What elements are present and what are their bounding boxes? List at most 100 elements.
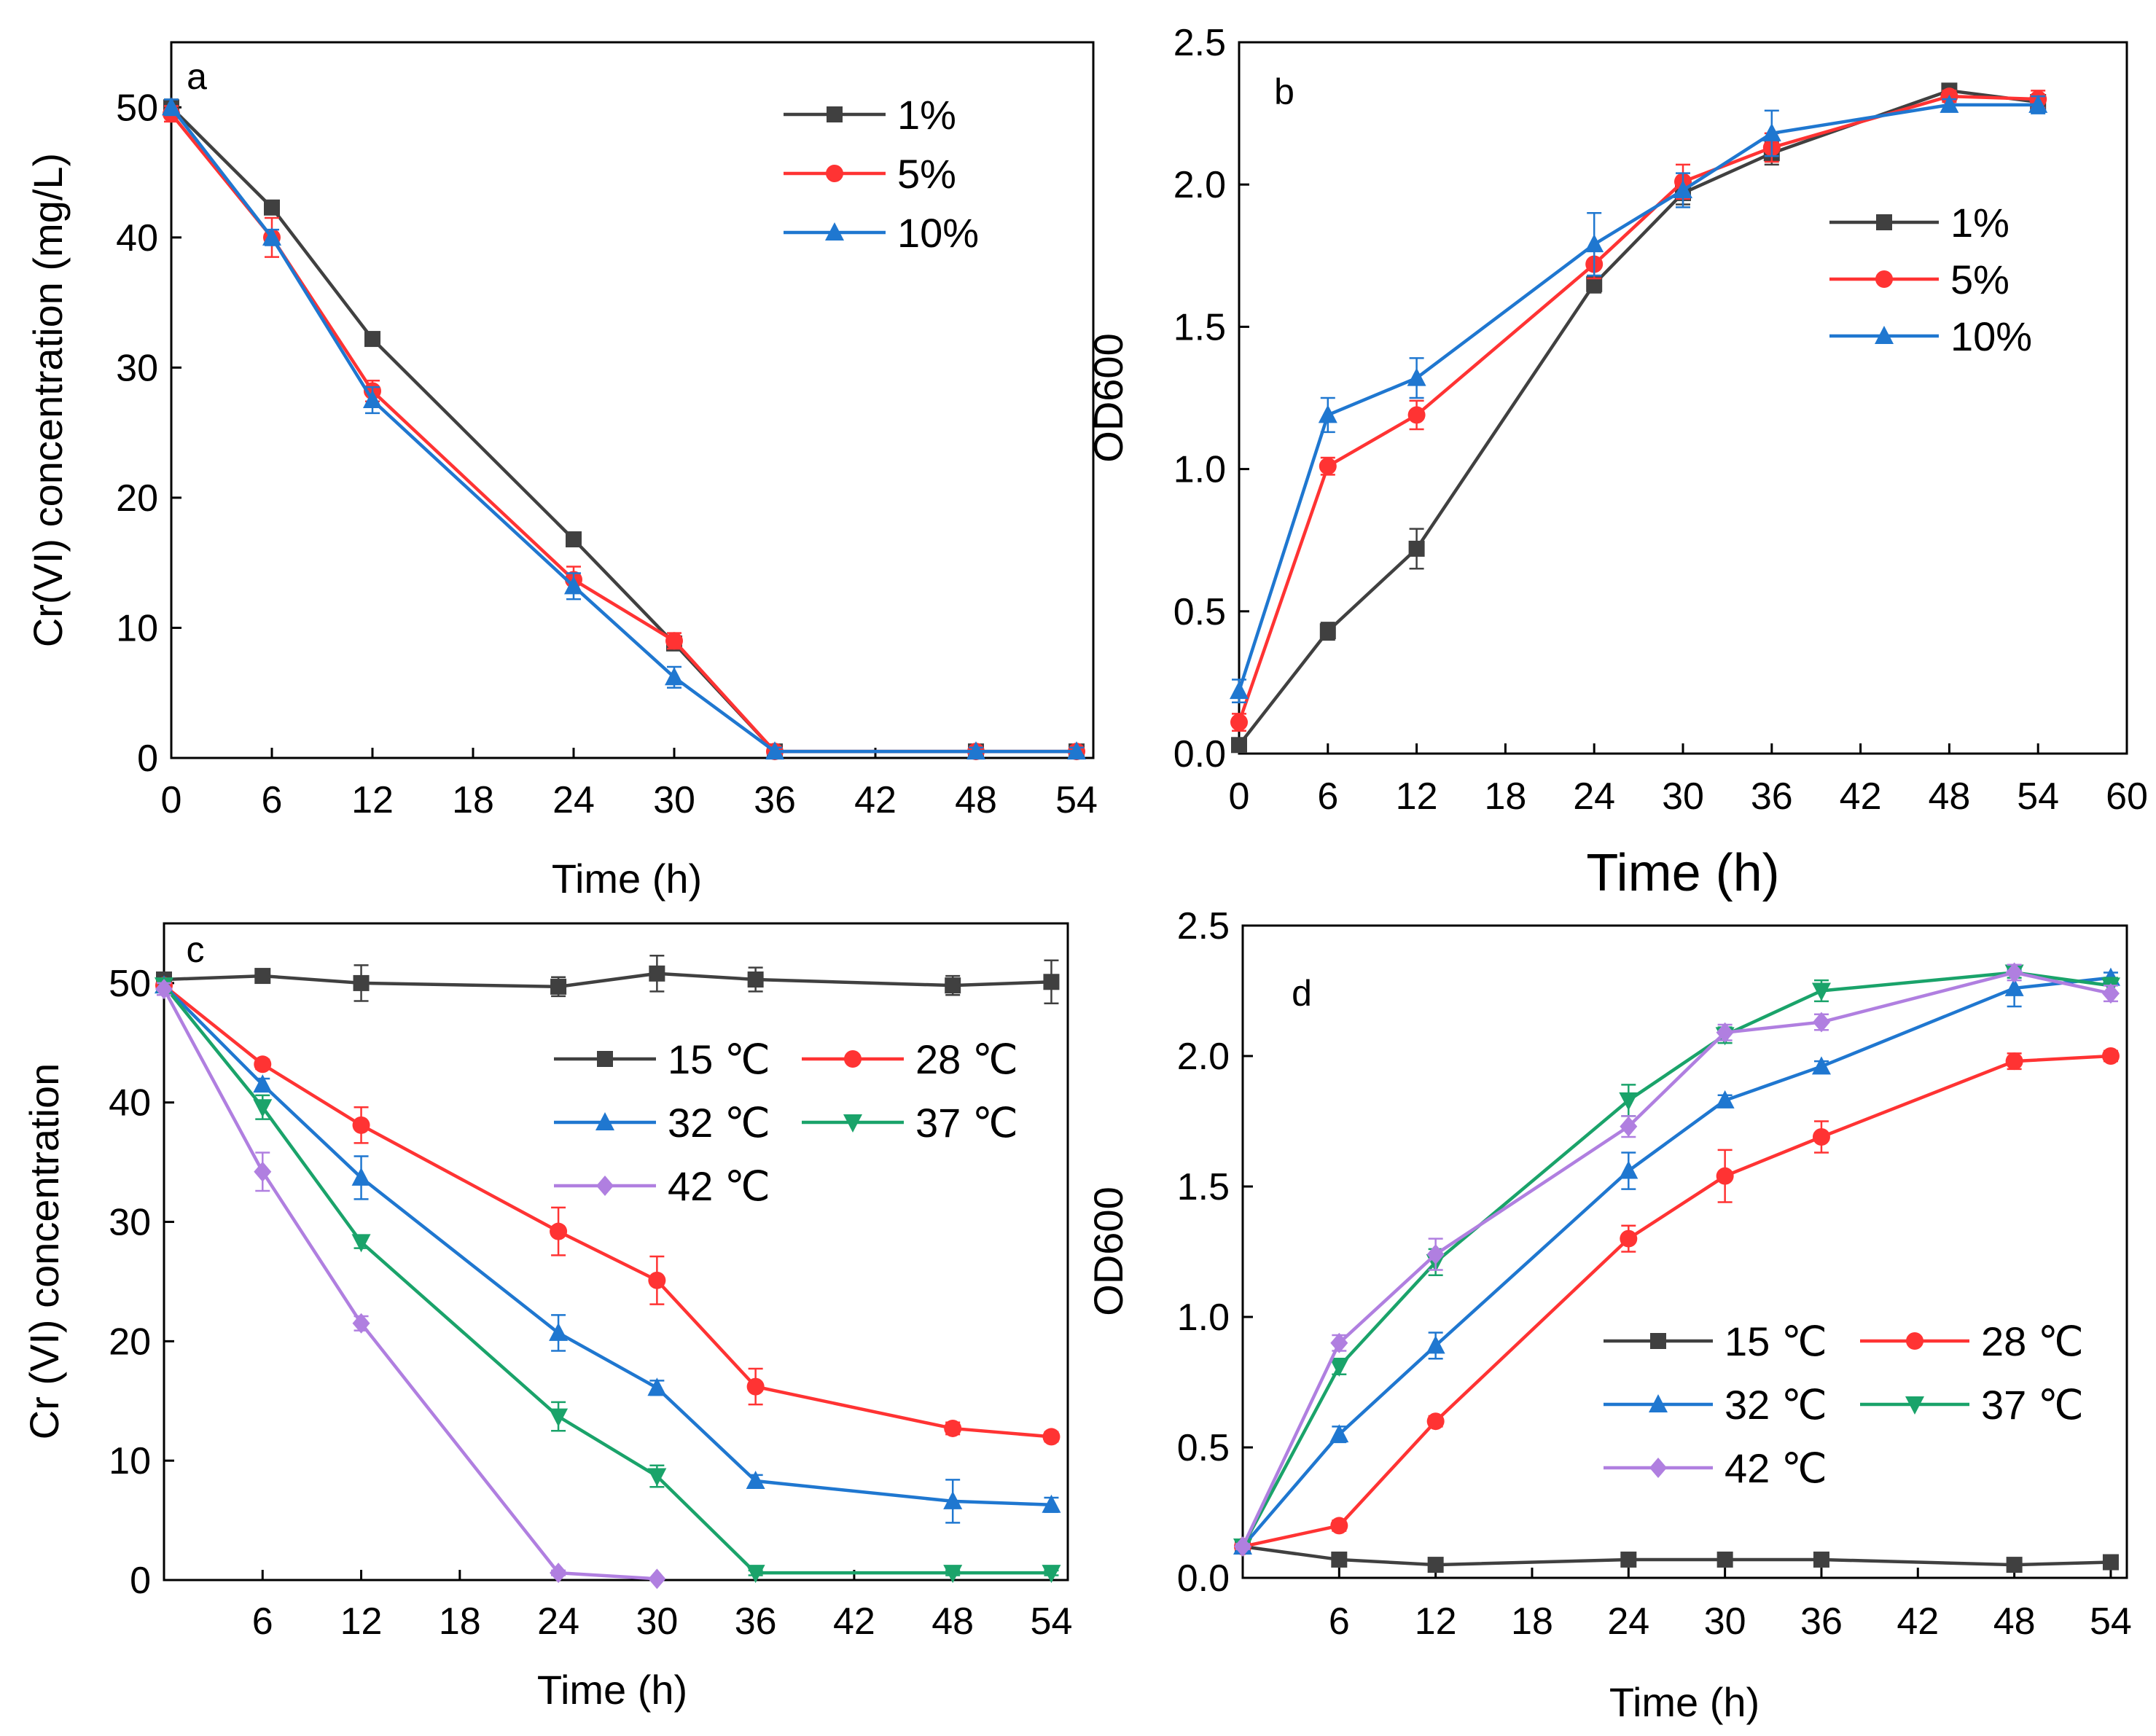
data-point bbox=[665, 632, 683, 650]
legend-item: 28 ℃ bbox=[802, 1036, 1018, 1082]
x-tick-label: 0 bbox=[161, 779, 182, 821]
y-tick-label: 50 bbox=[116, 87, 158, 129]
data-point bbox=[1716, 1167, 1734, 1185]
legend-marker bbox=[1875, 326, 1894, 344]
data-point bbox=[1329, 1424, 1349, 1443]
y-tick-label: 2.5 bbox=[1177, 905, 1230, 947]
legend-label: 5% bbox=[1950, 257, 2009, 302]
x-tick-label: 18 bbox=[439, 1600, 481, 1643]
data-point bbox=[155, 979, 173, 1000]
x-tick-label: 24 bbox=[1573, 775, 1615, 818]
series-line bbox=[1242, 1054, 2112, 1549]
y-tick-label: 1.5 bbox=[1173, 306, 1226, 348]
series-5 bbox=[163, 105, 1085, 761]
legend-item: 37 ℃ bbox=[1860, 1382, 2084, 1428]
series-line bbox=[1241, 971, 2112, 1548]
x-axis-title: Time (h) bbox=[1586, 844, 1779, 902]
data-point bbox=[1319, 457, 1337, 475]
series-15 bbox=[1235, 1538, 2119, 1573]
legend-item: 42 ℃ bbox=[1604, 1445, 1827, 1491]
data-point bbox=[262, 227, 281, 246]
series-10 bbox=[1230, 94, 2048, 703]
data-point bbox=[353, 974, 370, 991]
data-point bbox=[364, 331, 380, 348]
data-point bbox=[1067, 741, 1086, 760]
legend-marker bbox=[844, 1050, 862, 1068]
plot-frame bbox=[163, 922, 1069, 1581]
series-line bbox=[1241, 971, 2112, 1548]
legend-item: 5% bbox=[784, 151, 956, 197]
data-point bbox=[1043, 974, 1060, 990]
x-tick-label: 48 bbox=[955, 779, 997, 821]
data-point bbox=[264, 199, 280, 216]
x-tick-label: 48 bbox=[1928, 775, 1970, 818]
series-line bbox=[163, 984, 1052, 1507]
legend-label: 28 ℃ bbox=[1981, 1318, 2084, 1364]
data-point bbox=[254, 1055, 272, 1074]
data-point bbox=[2004, 977, 2024, 996]
series-1 bbox=[163, 98, 1085, 760]
x-tick-label: 42 bbox=[833, 1600, 875, 1643]
x-axis-title: Time (h) bbox=[537, 1667, 687, 1713]
data-point bbox=[648, 1271, 666, 1289]
data-point bbox=[550, 978, 567, 995]
legend-label: 15 ℃ bbox=[668, 1036, 770, 1082]
x-tick-label: 18 bbox=[1484, 775, 1526, 818]
data-point bbox=[566, 531, 582, 548]
data-point bbox=[549, 1408, 569, 1427]
data-point bbox=[1042, 1494, 1061, 1513]
data-point bbox=[1762, 122, 1781, 141]
legend-label: 15 ℃ bbox=[1725, 1318, 1827, 1364]
x-tick-label: 6 bbox=[1329, 1600, 1350, 1643]
data-point bbox=[2102, 1554, 2119, 1571]
x-axis-title: Time (h) bbox=[552, 856, 702, 902]
y-axis-title: OD600 bbox=[1085, 1186, 1131, 1315]
legend-marker bbox=[825, 222, 844, 241]
plot-frame bbox=[170, 41, 1095, 759]
data-point bbox=[765, 741, 784, 760]
x-tick-label: 48 bbox=[931, 1600, 974, 1643]
series-42 bbox=[1234, 962, 2120, 1557]
data-point bbox=[1319, 623, 1336, 640]
data-point bbox=[1812, 1127, 1830, 1146]
x-tick-label: 42 bbox=[1840, 775, 1882, 818]
legend-marker bbox=[1876, 214, 1892, 230]
legend: 15 ℃ 28 ℃ 32 ℃ 37 ℃ 42 ℃ bbox=[554, 1036, 1018, 1209]
x-tick-label: 24 bbox=[537, 1600, 579, 1643]
y-tick-label: 0 bbox=[130, 1560, 151, 1602]
data-point bbox=[648, 1568, 666, 1590]
series-28 bbox=[155, 977, 1061, 1446]
data-point bbox=[2101, 1047, 2120, 1065]
legend-item: 37 ℃ bbox=[802, 1100, 1018, 1146]
data-point bbox=[1586, 275, 1603, 292]
series-15 bbox=[156, 954, 1060, 1005]
series-42 bbox=[155, 979, 666, 1590]
y-tick-label: 10 bbox=[109, 1440, 151, 1482]
legend-label: 37 ℃ bbox=[915, 1100, 1018, 1146]
x-tick-label: 36 bbox=[1751, 775, 1793, 818]
legend: 15 ℃ 28 ℃ 32 ℃ 37 ℃ 42 ℃ bbox=[1604, 1318, 2084, 1491]
data-point bbox=[1230, 713, 1248, 732]
series-5 bbox=[1230, 87, 2047, 732]
y-tick-label: 1.0 bbox=[1173, 449, 1226, 491]
y-tick-label: 1.0 bbox=[1177, 1297, 1230, 1339]
legend-marker bbox=[597, 1051, 613, 1067]
data-point bbox=[1318, 404, 1337, 423]
y-tick-label: 10 bbox=[116, 607, 158, 649]
legend-item: 28 ℃ bbox=[1860, 1318, 2084, 1364]
legend-marker bbox=[1875, 270, 1893, 288]
y-axis-title: Cr (VI) concentration bbox=[21, 1063, 67, 1440]
data-point bbox=[1585, 234, 1604, 253]
x-tick-label: 54 bbox=[2090, 1600, 2132, 1643]
legend-item: 42 ℃ bbox=[554, 1163, 770, 1209]
x-tick-label: 6 bbox=[262, 779, 283, 821]
series-line bbox=[1237, 103, 2039, 692]
x-tick-label: 30 bbox=[1704, 1600, 1746, 1643]
data-point bbox=[746, 1471, 765, 1490]
y-tick-label: 1.5 bbox=[1177, 1166, 1230, 1208]
legend-label: 1% bbox=[1950, 200, 2009, 246]
y-tick-label: 0.0 bbox=[1173, 733, 1226, 775]
legend: 1% 5% 10% bbox=[784, 92, 979, 256]
data-point bbox=[1407, 406, 1426, 424]
data-point bbox=[351, 1234, 371, 1253]
